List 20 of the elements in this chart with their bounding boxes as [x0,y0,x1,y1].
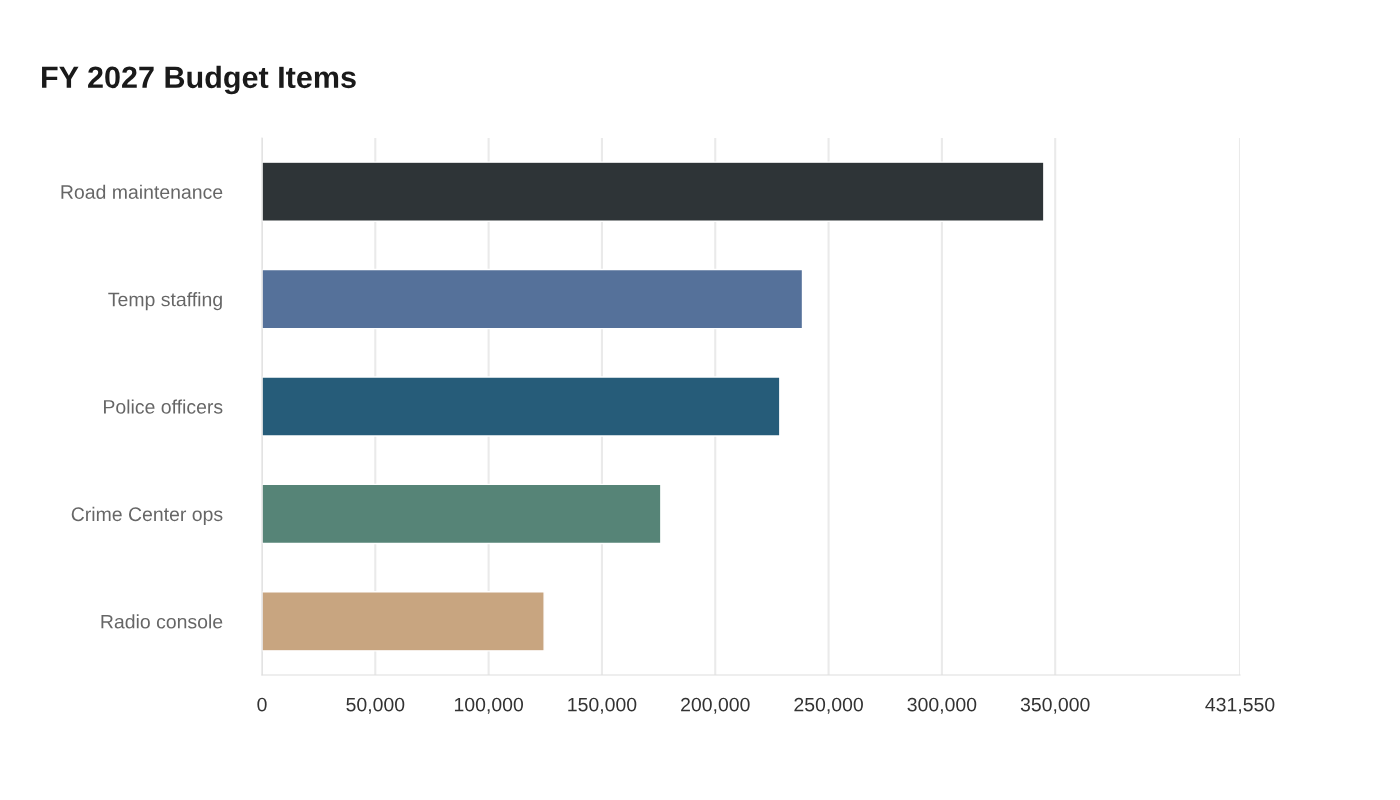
bar [262,483,662,545]
x-tick-label: 200,000 [681,697,750,714]
bar [262,376,781,437]
y-tick-label: Crime Center ops [71,506,223,525]
x-tick-label: 250,000 [794,697,863,714]
bar [262,268,804,330]
bar [262,591,545,652]
y-tick-label: Radio console [101,614,223,629]
chart-title: FY 2027 Budget Items [42,65,356,95]
x-tick-label: 0 [257,697,267,712]
x-tick-label: 100,000 [454,697,524,714]
bar [262,161,1045,222]
y-tick-label: Temp staffing [108,292,222,311]
x-tick-label: 350,000 [1020,697,1090,714]
y-tick-label: Police officers [104,399,223,414]
y-tick-label: Road maintenance [61,184,223,199]
x-tick-label: 431,550 [1205,697,1275,714]
x-tick-label: 150,000 [568,697,637,714]
x-tick-label: 50,000 [346,697,405,714]
x-tick-label: 300,000 [907,697,977,714]
